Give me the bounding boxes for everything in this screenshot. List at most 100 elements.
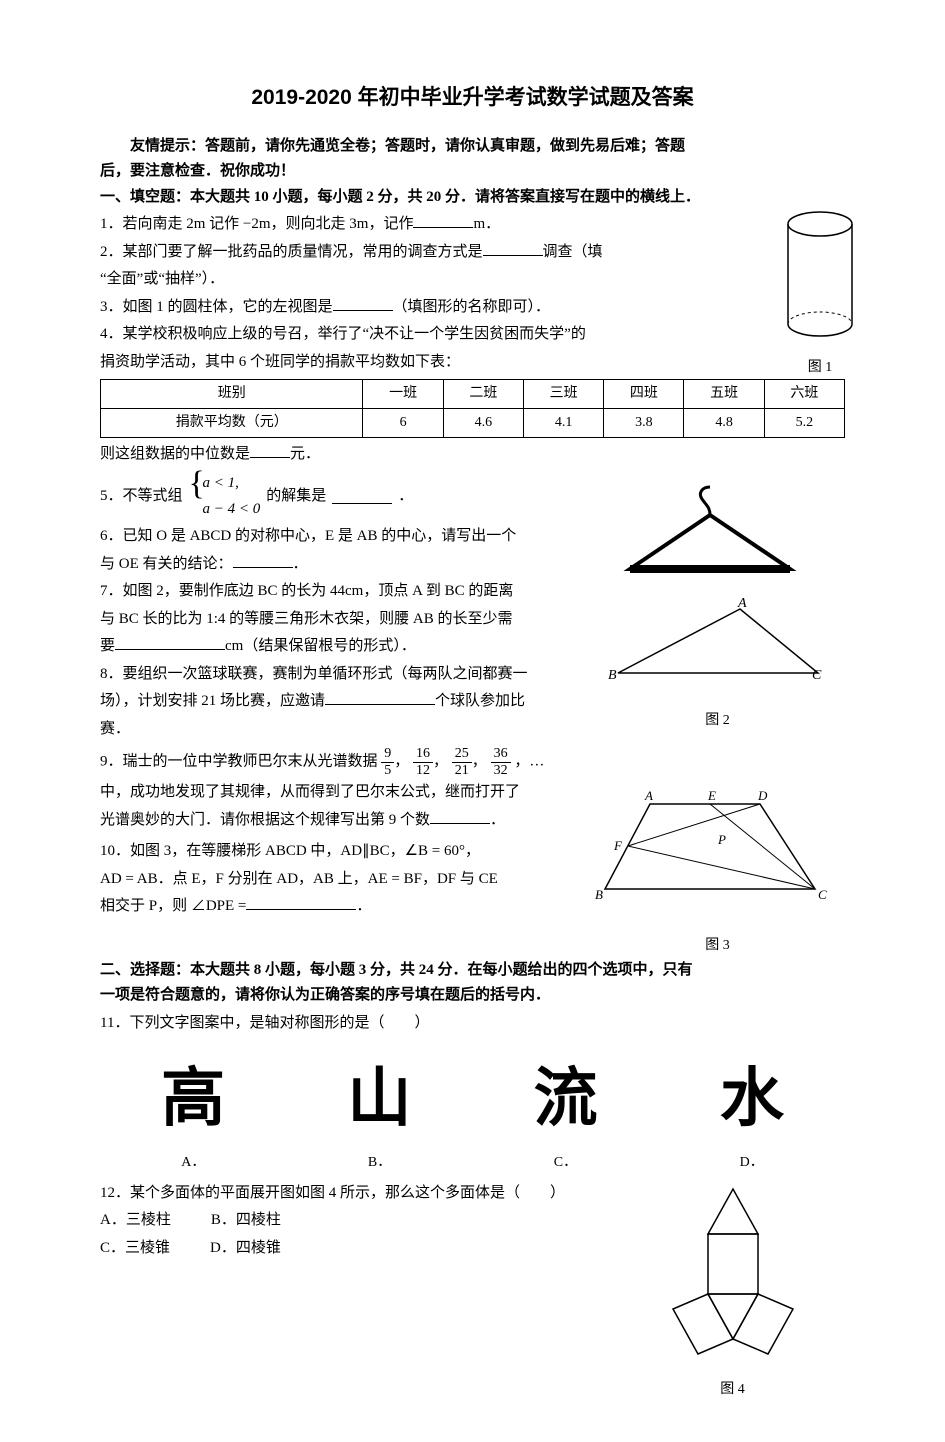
figure-4-label: 图 4 — [620, 1378, 845, 1402]
char-gao: 高 — [161, 1044, 225, 1153]
table-header: 五班 — [684, 380, 764, 409]
q9-frac-2: 1612 — [413, 746, 433, 778]
svg-text:A: A — [737, 596, 747, 611]
q5-sys-1: a < 1, — [203, 471, 261, 497]
q5-text-b: 的解集是 — [266, 484, 326, 510]
q5-blank — [332, 489, 392, 504]
q12-opt-C: C．三棱锥 — [100, 1236, 170, 1262]
section-1-heading: 一、填空题：本大题共 10 小题，每小题 2 分，共 20 分．请将答案直接写在… — [100, 185, 845, 211]
table-header: 四班 — [604, 380, 684, 409]
donation-table: 班别 一班 二班 三班 四班 五班 六班 捐款平均数（元） 6 4.6 4.1 … — [100, 379, 845, 438]
q10-text-b: AD = AB．点 E，F 分别在 AD，AB 上，AE = BF，DF 与 C… — [100, 867, 590, 893]
q9-text-a: 9．瑞士的一位中学教师巴尔末从光谱数据 — [100, 754, 378, 770]
q9-frac-1: 95 — [381, 746, 394, 778]
q5-system: a < 1, a − 4 < 0 — [189, 471, 261, 522]
q9-frac-4: 3632 — [491, 746, 511, 778]
table-header: 班别 — [101, 380, 363, 409]
table-cell: 4.6 — [443, 408, 523, 437]
q4-text-a: 4．某学校积极响应上级的号召，举行了“决不让一个学生因贫困而失学”的 — [100, 322, 720, 348]
q8-text-d: 赛． — [100, 717, 590, 743]
q7-text-d: cm（结果保留根号的形式）． — [225, 638, 416, 654]
q12-text: 12．某个多面体的平面展开图如图 4 所示，那么这个多面体是（ ） — [100, 1181, 620, 1207]
char-shui: 水 — [720, 1044, 784, 1153]
q7-text-c: 要 — [100, 638, 115, 654]
table-cell: 捐款平均数（元） — [101, 408, 363, 437]
q8-blank — [325, 690, 435, 705]
q3-blank — [333, 296, 393, 311]
table-cell: 3.8 — [604, 408, 684, 437]
svg-text:B: B — [595, 887, 603, 902]
q2-text-a: 2．某部门要了解一批药品的质量情况，常用的调查方式是 — [100, 244, 483, 260]
q5-text-c: ． — [398, 484, 413, 510]
q11-option-labels: A． B． C． D． — [100, 1151, 845, 1175]
table-header: 一班 — [363, 380, 443, 409]
table-row: 捐款平均数（元） 6 4.6 4.1 3.8 4.8 5.2 — [101, 408, 845, 437]
svg-text:E: E — [707, 788, 716, 803]
q10-text-a: 10．如图 3，在等腰梯形 ABCD 中，AD∥BC，∠B = 60°， — [100, 839, 590, 865]
q5-sys-2: a − 4 < 0 — [203, 497, 261, 523]
q6-text-c: ． — [293, 556, 308, 572]
q7-blank — [115, 635, 225, 650]
section-2-heading-b: 一项是符合题意的，请将你认为正确答案的序号填在题后的括号内． — [100, 983, 845, 1009]
svg-text:P: P — [717, 832, 726, 847]
table-header: 六班 — [764, 380, 844, 409]
q10-blank — [246, 895, 356, 910]
q12-opt-A: A．三棱柱 — [100, 1208, 171, 1234]
q9-text-b: ，… — [514, 754, 544, 770]
q1-text-b: m． — [473, 216, 500, 232]
q6-text-b: 与 OE 有关的结论： — [100, 556, 233, 572]
q9-frac-3: 2521 — [452, 746, 472, 778]
q7-text-a: 7．如图 2，要制作底边 BC 的长为 44cm，顶点 A 到 BC 的距离 — [100, 579, 590, 605]
q4-blank — [250, 443, 290, 458]
char-liu: 流 — [534, 1044, 598, 1153]
table-row: 班别 一班 二班 三班 四班 五班 六班 — [101, 380, 845, 409]
q1-text-a: 1．若向南走 2m 记作 −2m，则向北走 3m，记作 — [100, 216, 413, 232]
figure-2: A B C 图 2 — [590, 469, 845, 732]
q11-text: 11．下列文字图案中，是轴对称图形的是（ ） — [100, 1011, 845, 1037]
table-header: 二班 — [443, 380, 523, 409]
figure-2-label: 图 2 — [590, 709, 845, 733]
hint-line-1: 友情提示：答题前，请你先通览全卷；答题时，请你认真审题，做到先易后难；答题 — [100, 134, 845, 160]
svg-text:C: C — [818, 887, 827, 902]
q9-text-e: ． — [490, 812, 505, 828]
table-cell: 4.8 — [684, 408, 764, 437]
q8-text-a: 8．要组织一次篮球联赛，赛制为单循环形式（每两队之间都赛一 — [100, 662, 590, 688]
q8-text-c: 个球队参加比 — [435, 693, 525, 709]
figure-1-label: 图 1 — [775, 356, 865, 380]
svg-text:B: B — [608, 668, 617, 683]
q2-text-b: 调查（填 — [543, 244, 603, 260]
q9-text-c: 中，成功地发现了其规律，从而得到了巴尔末公式，继而打开了 — [100, 780, 590, 806]
opt-D: D． — [740, 1151, 764, 1175]
figure-4: 图 4 — [620, 1179, 845, 1402]
svg-text:F: F — [613, 838, 623, 853]
opt-C: C． — [554, 1151, 577, 1175]
figure-3: A D E F B C P 图 3 — [590, 744, 845, 957]
q4-text-c: 则这组数据的中位数是 — [100, 446, 250, 462]
svg-text:D: D — [757, 788, 768, 803]
q1-blank — [413, 213, 473, 228]
q4-text-b: 捐资助学活动，其中 6 个班同学的捐款平均数如下表： — [100, 350, 720, 376]
q12-opt-D: D．四棱锥 — [210, 1236, 281, 1262]
section-2-heading-a: 二、选择题：本大题共 8 小题，每小题 3 分，共 24 分．在每小题给出的四个… — [100, 958, 845, 984]
table-cell: 6 — [363, 408, 443, 437]
table-cell: 5.2 — [764, 408, 844, 437]
figure-1: 图 1 — [775, 206, 865, 379]
q12-opt-B: B．四棱柱 — [211, 1208, 281, 1234]
q2-text-c: “全面”或“抽样”）． — [100, 267, 720, 293]
figure-3-label: 图 3 — [590, 934, 845, 958]
opt-B: B． — [368, 1151, 391, 1175]
q9-text-d: 光谱奥妙的大门．请你根据这个规律写出第 9 个数 — [100, 812, 430, 828]
opt-A: A． — [181, 1151, 205, 1175]
table-cell: 4.1 — [523, 408, 603, 437]
q9-blank — [430, 809, 490, 824]
q5-text-a: 5．不等式组 — [100, 484, 183, 510]
q3-text-a: 3．如图 1 的圆柱体，它的左视图是 — [100, 299, 333, 315]
q4-text-d: 元． — [290, 446, 320, 462]
page-title: 2019-2020 年初中毕业升学考试数学试题及答案 — [100, 80, 845, 116]
q6-text-a: 6．已知 O 是 ABCD 的对称中心，E 是 AB 的中心，请写出一个 — [100, 524, 590, 550]
q6-blank — [233, 553, 293, 568]
q7-text-b: 与 BC 长的比为 1:4 的等腰三角形木衣架，则腰 AB 的长至少需 — [100, 607, 590, 633]
char-shan: 山 — [347, 1044, 411, 1153]
q2-blank — [483, 241, 543, 256]
q11-characters: 高 山 流 水 — [100, 1044, 845, 1153]
